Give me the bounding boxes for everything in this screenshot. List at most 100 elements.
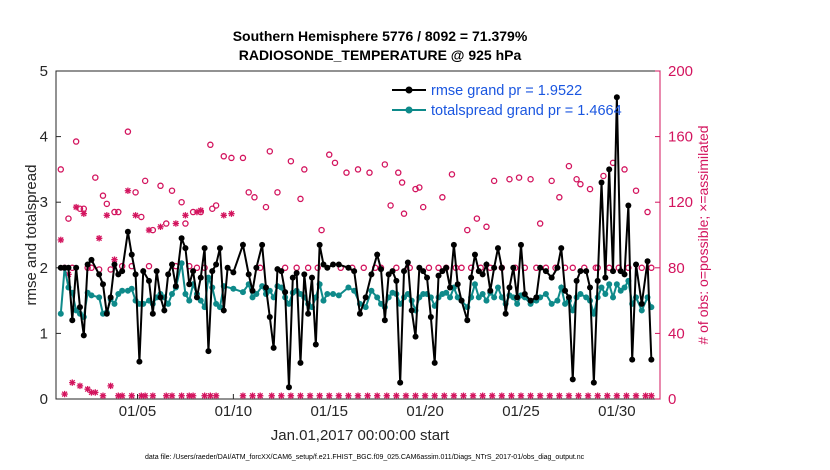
assimilated-obs-point <box>594 392 601 399</box>
rmse-point <box>517 241 524 248</box>
possible-obs-point <box>490 177 498 185</box>
assimilated-obs-point <box>80 210 88 217</box>
rmse-point <box>468 274 475 281</box>
possible-obs-point <box>527 175 534 183</box>
assimilated-obs-point <box>141 392 149 399</box>
rmse-point <box>172 283 179 290</box>
rmse-point <box>230 269 237 276</box>
rmse-point <box>606 166 613 173</box>
assimilated-obs-point <box>326 392 333 399</box>
assimilated-obs-point <box>489 392 496 399</box>
possible-obs-point <box>220 153 228 160</box>
rmse-point <box>140 268 147 275</box>
assimilated-obs-point <box>107 382 114 390</box>
assimilated-obs-point <box>354 392 362 399</box>
possible-obs-point <box>182 220 189 227</box>
totalspread-point <box>119 287 126 294</box>
rmse-point <box>510 264 517 271</box>
possible-obs-point <box>412 185 419 193</box>
rmse-point <box>378 266 385 273</box>
rmse-point <box>65 264 72 271</box>
possible-obs-point <box>354 166 362 173</box>
possible-obs-point <box>157 182 164 190</box>
assimilated-obs-point <box>189 392 197 399</box>
possible-obs-point <box>400 210 408 217</box>
assimilated-obs-point <box>460 392 467 399</box>
assimilated-obs-point <box>373 392 381 399</box>
y2-tick-label: 120 <box>668 194 693 211</box>
rmse-point <box>491 264 498 271</box>
rmse-point <box>420 268 427 275</box>
assimilated-obs-point <box>201 392 208 399</box>
assimilated-obs-point <box>95 235 103 242</box>
rmse-point <box>454 281 461 288</box>
totalspread-point <box>96 294 103 301</box>
rmse-point <box>424 274 431 281</box>
possible-obs-point <box>138 213 145 221</box>
rmse-point <box>88 256 95 263</box>
possible-obs-point <box>416 184 423 191</box>
rmse-point <box>99 281 106 288</box>
assimilated-obs-point <box>335 392 343 399</box>
possible-obs-point <box>304 264 312 272</box>
totalspread-point <box>230 285 237 292</box>
totalspread-point <box>569 307 576 314</box>
rmse-point <box>577 268 584 275</box>
rmse-point <box>149 310 156 317</box>
assimilated-obs-point <box>306 392 314 399</box>
possible-obs-point <box>245 189 252 196</box>
totalspread-point <box>330 291 337 298</box>
rmse-point <box>220 307 227 314</box>
assimilated-obs-point <box>584 392 592 399</box>
rmse-point <box>427 314 434 320</box>
totalspread-point <box>494 284 501 291</box>
possible-obs-point <box>88 264 95 272</box>
rmse-point <box>638 300 645 307</box>
rmse-point <box>602 274 609 281</box>
totalspread-point <box>397 300 404 307</box>
possible-obs-point <box>393 264 400 272</box>
possible-obs-point <box>448 171 456 178</box>
rmse-point <box>76 304 83 311</box>
totalspread-point <box>542 291 549 298</box>
x-axis-label: Jan.01,2017 00:00:00 start <box>271 427 450 444</box>
possible-obs-point <box>72 138 80 145</box>
rmse-point <box>558 245 565 252</box>
possible-obs-point <box>239 154 247 162</box>
possible-obs-point <box>621 166 628 173</box>
possible-obs-point <box>360 264 368 272</box>
rmse-point <box>213 261 220 268</box>
rmse-point <box>249 287 256 294</box>
rmse-point <box>498 264 505 271</box>
assimilated-obs-point <box>431 392 438 399</box>
possible-obs-point <box>536 220 544 227</box>
totalspread-point <box>111 300 118 307</box>
right-y-axis: 0 40 80 120 160 200 <box>655 63 693 408</box>
rmse-point <box>266 314 273 320</box>
rmse-point <box>569 376 576 383</box>
possible-obs-point <box>318 226 325 234</box>
rmse-point <box>587 284 594 291</box>
x-tick-label: 01/05 <box>119 403 157 420</box>
rmse-point <box>404 259 411 266</box>
assimilated-obs-point <box>575 392 582 399</box>
possible-obs-point <box>103 200 111 208</box>
rmse-point <box>537 264 544 271</box>
rmse-point <box>308 274 315 281</box>
totalspread-point <box>590 310 597 317</box>
totalspread-point <box>613 281 620 288</box>
rmse-point <box>96 271 103 278</box>
rmse-point <box>190 268 197 275</box>
rmse-point <box>103 310 110 317</box>
rmse-point <box>483 261 490 268</box>
possible-obs-point <box>569 264 577 272</box>
rmse-point <box>178 235 185 242</box>
possible-obs-point <box>515 174 523 181</box>
rmse-point <box>119 268 126 275</box>
rmse-point <box>533 294 540 301</box>
footnote: data file: /Users/raeder/DAI/ATM_forcXX/… <box>145 454 585 461</box>
possible-obs-point <box>483 223 490 231</box>
totalspread-point <box>471 281 478 288</box>
y-tick-label: 2 <box>40 260 48 277</box>
totalspread-point <box>169 291 176 298</box>
